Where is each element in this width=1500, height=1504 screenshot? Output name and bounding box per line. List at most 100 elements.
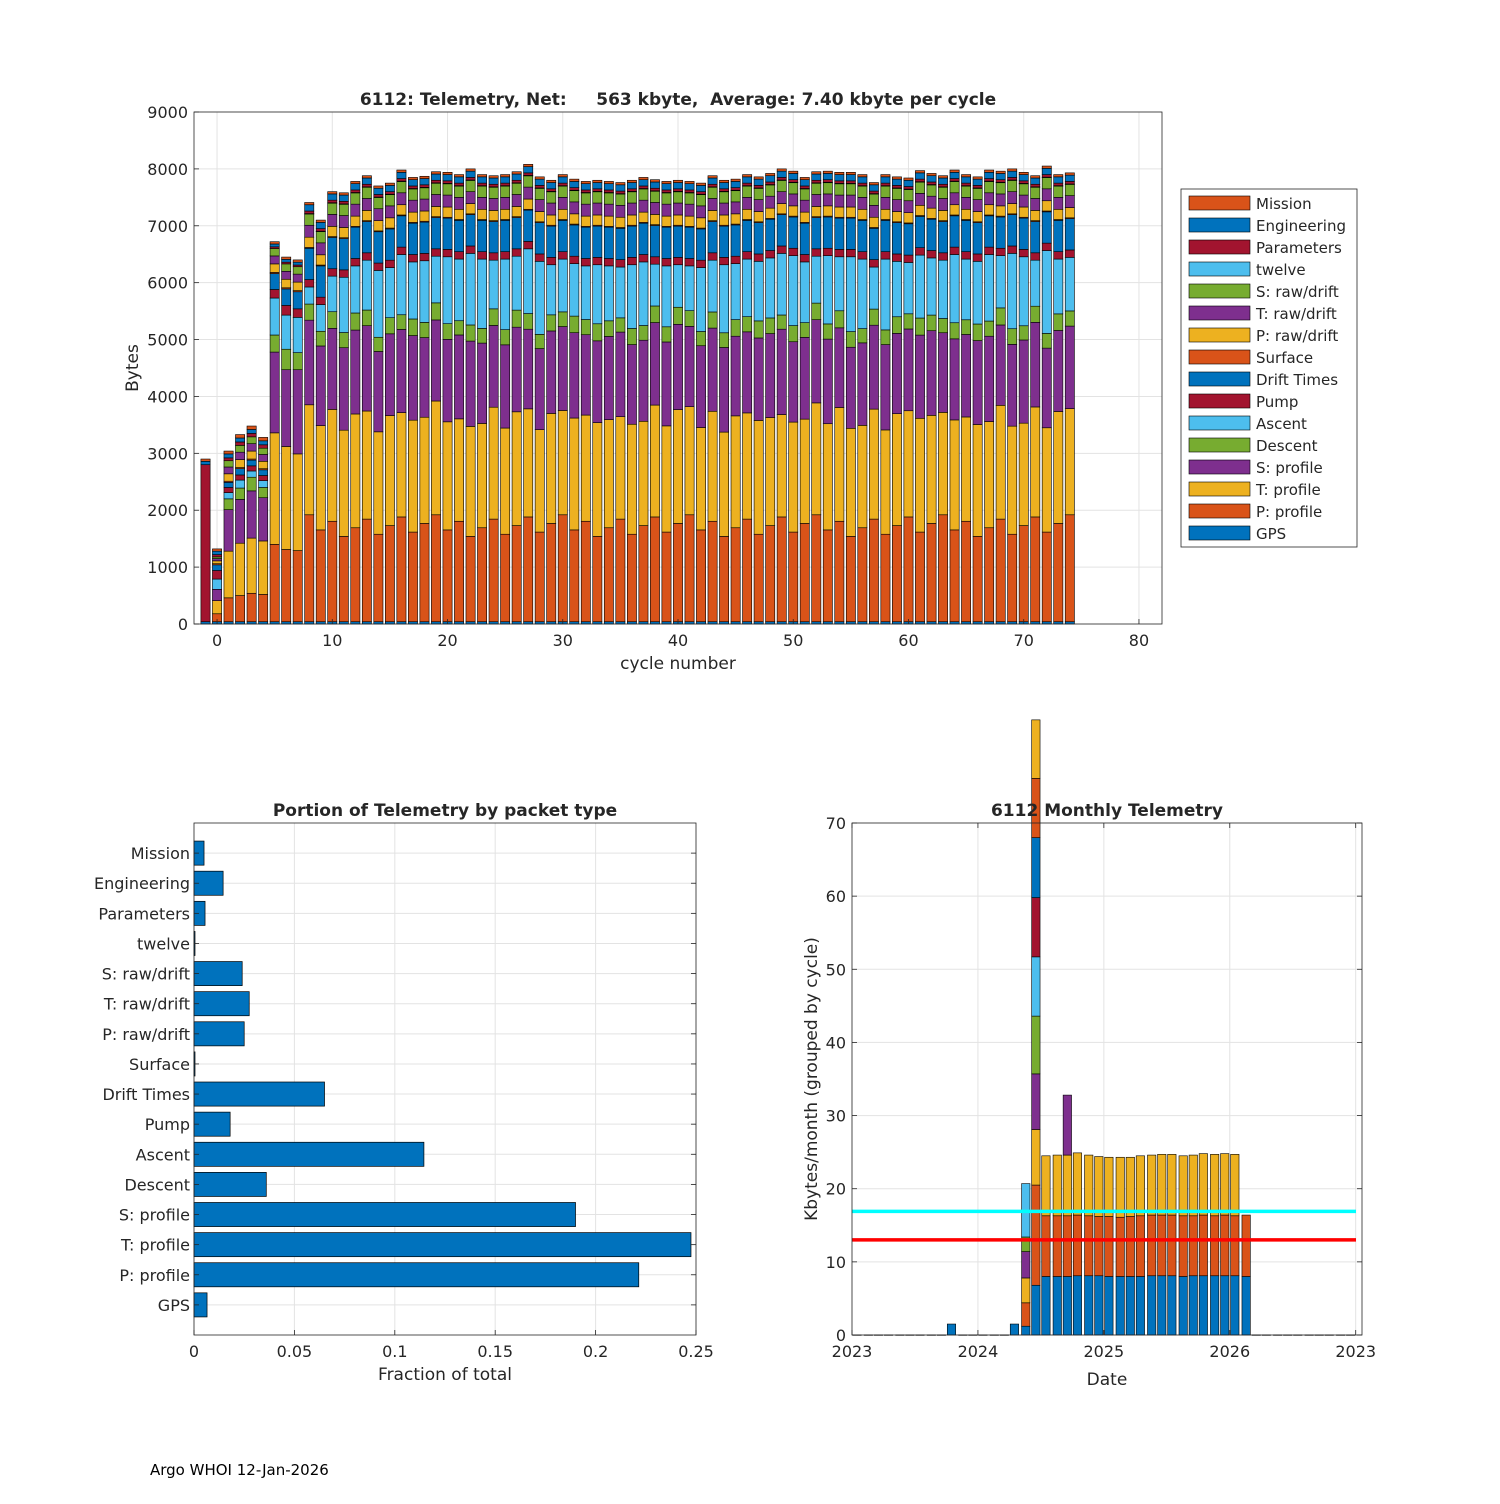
bar-segment-s-raw-drift (661, 192, 672, 205)
bar-segment-mission (534, 176, 545, 180)
bar-segment-p-profile (454, 520, 464, 623)
bar-segment-drift-times (730, 224, 741, 257)
bar-segment-t-raw-drift (1053, 197, 1064, 210)
bar-segment-engineering (454, 176, 464, 184)
bar-segment-pump (1030, 252, 1041, 261)
bar-segment-ascent (592, 264, 603, 325)
cycle-bar-32 (580, 181, 591, 625)
bar-segment-s-profile (730, 335, 741, 417)
bar-segment-t-profile (972, 424, 983, 537)
cycle-bar-61 (915, 170, 925, 625)
bar-segment-drift-times (258, 469, 269, 476)
bar-segment-p-profile (880, 533, 891, 623)
bar-segment-ascent (626, 264, 637, 329)
bar-segment-p-profile (500, 533, 511, 623)
cycle-bar-33 (592, 179, 603, 625)
bar-segment-descent (511, 309, 522, 328)
bar-segment-engineering (949, 172, 960, 179)
month-bar-segment (1094, 1156, 1104, 1217)
bar-segment-s-profile (534, 348, 545, 430)
bar-segment-s-profile (384, 333, 395, 416)
bar-segment-pump (822, 247, 833, 256)
bar-segment-t-profile (1064, 408, 1075, 516)
bar-segment-s-profile (661, 341, 672, 427)
bar-segment-descent (408, 318, 418, 336)
bar-segment-ascent (822, 255, 833, 325)
bar-segment-parameters (327, 199, 338, 204)
month-bar-segment (1062, 1094, 1072, 1156)
y-tick-label: 5000 (147, 331, 188, 350)
bar-segment-s-raw-drift (327, 202, 338, 215)
bar-segment-p-raw-drift (454, 208, 464, 220)
month-bar-segment (1157, 1214, 1167, 1277)
month-bar (946, 1323, 956, 1336)
bar-segment-p-raw-drift (1041, 200, 1052, 212)
bar-segment-s-profile (834, 327, 845, 408)
packet-fraction-chart: Mission Engineering Parameters twelve S: raw… (94, 801, 714, 1385)
bar-segment-s-raw-drift (534, 187, 545, 200)
bar-segment-s-raw-drift (338, 203, 349, 216)
bar-segment-p-raw-drift (304, 236, 315, 248)
bar-segment-drift-times (454, 220, 464, 252)
bar-segment-p-profile (523, 516, 534, 623)
bar-segment-s-raw-drift (580, 192, 591, 205)
cycle-bar-66 (972, 176, 983, 625)
bar-segment-mission (765, 173, 776, 177)
month-bar-segment (1241, 1214, 1251, 1277)
month-bar-segment (1021, 1325, 1031, 1336)
cycle-bar-41 (684, 181, 695, 625)
bar-segment-t-profile (903, 410, 914, 518)
cycle-bar-48 (765, 173, 776, 625)
month-bar-segment (1125, 1276, 1135, 1336)
month-bar-segment (1210, 1275, 1220, 1336)
bar-segment-p-raw-drift (1030, 210, 1041, 221)
bar-segment-parameters (949, 178, 960, 182)
axes-box (851, 822, 1363, 1336)
bar-segment-descent (419, 322, 430, 338)
bar-segment-engineering (776, 170, 787, 178)
bar-segment-pump (431, 248, 441, 257)
bar-segment-p-raw-drift (557, 208, 568, 220)
bar-segment-mission (361, 175, 372, 179)
bar-segment-t-profile (730, 415, 741, 529)
bar-segment-drift-times (673, 225, 683, 258)
x-tick-label: 0.05 (277, 1342, 313, 1361)
bar-segment-s-raw-drift (384, 194, 395, 207)
bar-segment-pump (915, 247, 925, 256)
bar-segment-p-profile (1053, 523, 1064, 623)
bar-segment-pump (212, 570, 222, 580)
bar-segment-pump (730, 255, 741, 264)
bar-segment-s-profile (822, 338, 833, 425)
bar-segment-mission (269, 241, 280, 245)
bar-segment-pump (546, 257, 557, 266)
bar-segment-engineering (338, 194, 349, 202)
legend-entry: Pump (1188, 393, 1298, 411)
bar-segment-ascent (811, 255, 822, 304)
legend-label: Drift Times (1256, 371, 1338, 389)
bar-segment-t-profile (949, 419, 960, 531)
cycle-bar-27 (523, 164, 534, 625)
bar-segment-p-profile (304, 514, 315, 623)
bar-segment-ascent (903, 262, 914, 315)
bar-segment-s-raw-drift (845, 183, 856, 196)
bar-segment-s-raw-drift (626, 191, 637, 204)
bar-segment-engineering (235, 437, 246, 443)
bar-segment-p-profile (281, 549, 292, 623)
bar-segment-engineering (638, 179, 649, 187)
bar-segment-engineering (304, 204, 315, 212)
month-bar-segment (1094, 1275, 1104, 1336)
bar-segment-drift-times (776, 214, 787, 247)
bar-segment-t-profile (1018, 422, 1029, 526)
cycle-bar-62 (926, 173, 937, 625)
bar-segment-mission (845, 172, 856, 175)
bar-segment-p-raw-drift (327, 226, 338, 237)
bar-segment-descent (258, 487, 269, 499)
bar-segment-parameters (235, 441, 246, 446)
month-bar-segment (1052, 1215, 1062, 1277)
bar-segment-ascent (949, 254, 960, 324)
bar-segment-s-profile (903, 328, 914, 412)
bar-segment-mission (373, 185, 384, 189)
bar-segment-mission (350, 181, 361, 184)
month-bar-segment (1052, 1154, 1062, 1217)
